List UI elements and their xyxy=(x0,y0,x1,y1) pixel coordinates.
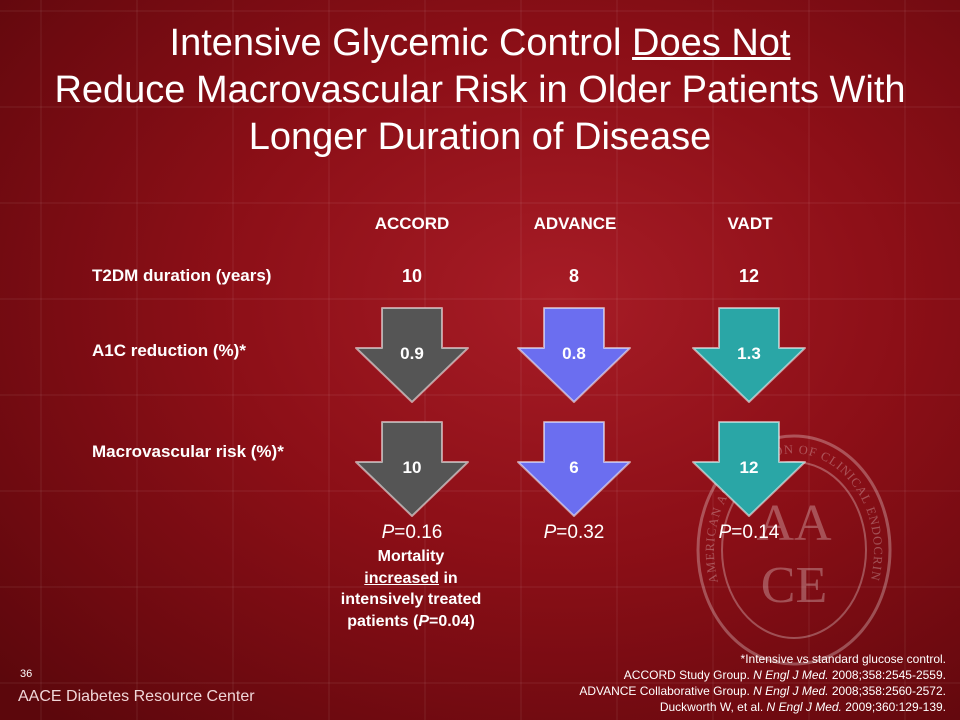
ref-journal: N Engl J Med. xyxy=(753,668,829,682)
mortality-p-label: P xyxy=(418,612,429,630)
row-label-a1c: A1C reduction (%)* xyxy=(92,341,246,360)
ref-author: ACCORD Study Group. xyxy=(623,668,754,682)
ref-citation: 2008;358:2560-2572. xyxy=(828,684,946,698)
down-arrow-icon xyxy=(692,307,806,403)
footnotes: *Intensive vs standard glucose control. … xyxy=(579,651,946,715)
p-label: P xyxy=(543,522,557,543)
row-label-duration: T2DM duration (years) xyxy=(92,266,272,285)
p-number: =0.32 xyxy=(556,522,605,543)
reference-vadt: Duckworth W, et al. N Engl J Med. 2009;3… xyxy=(579,699,946,715)
duration-vadt: 12 xyxy=(738,266,760,286)
slide-title: Intensive Glycemic Control Does Not Redu… xyxy=(40,20,920,161)
p-number: =0.14 xyxy=(731,522,780,543)
reference-accord: ACCORD Study Group. N Engl J Med. 2008;3… xyxy=(579,667,946,683)
arrow-a1c-advance: 0.8 xyxy=(514,304,634,404)
macro-value-advance: 6 xyxy=(569,458,579,477)
mortality-p-value: =0.04) xyxy=(428,612,475,630)
p-number: =0.16 xyxy=(394,522,443,543)
a1c-value-accord: 0.9 xyxy=(400,344,424,363)
down-arrow-icon xyxy=(517,307,631,403)
row-label-macro: Macrovascular risk (%)* xyxy=(92,442,284,461)
arrow-macro-accord: 10 xyxy=(352,418,472,518)
ref-journal: N Engl J Med. xyxy=(753,684,829,698)
title-part-2: Reduce Macrovascular Risk in Older Patie… xyxy=(54,69,906,158)
p-value-accord: P=0.16 xyxy=(342,522,482,544)
p-label: P xyxy=(718,522,732,543)
ref-journal: N Engl J Med. xyxy=(766,700,842,714)
down-arrow-icon xyxy=(355,421,469,517)
duration-accord: 10 xyxy=(401,266,423,286)
macro-value-vadt: 12 xyxy=(739,458,759,477)
footer-brand: AACE Diabetes Resource Center xyxy=(18,688,255,705)
seal-letters-top: AA xyxy=(756,495,832,552)
mortality-line: Mortality xyxy=(377,548,445,565)
seal-letters-bottom: CE xyxy=(761,557,827,614)
ref-author: ADVANCE Collaborative Group. xyxy=(579,684,754,698)
p-value-vadt: P=0.14 xyxy=(679,522,819,544)
down-arrow-icon xyxy=(692,421,806,517)
mortality-note: Mortality increased in intensively treat… xyxy=(336,546,486,632)
arrow-a1c-accord: 0.9 xyxy=(352,304,472,404)
down-arrow-icon xyxy=(517,421,631,517)
down-arrow-icon xyxy=(355,307,469,403)
col-header-vadt: VADT xyxy=(727,214,773,233)
p-value-advance: P=0.32 xyxy=(504,522,644,544)
a1c-value-vadt: 1.3 xyxy=(737,344,761,363)
arrow-macro-vadt: 12 xyxy=(689,418,809,518)
mortality-rest: in intensively treated patients ( xyxy=(340,569,482,630)
p-label: P xyxy=(381,522,395,543)
footnote-intro: *Intensive vs standard glucose control. xyxy=(740,652,946,666)
slide-number: 36 xyxy=(20,668,33,680)
col-header-accord: ACCORD xyxy=(374,214,450,233)
arrow-a1c-vadt: 1.3 xyxy=(689,304,809,404)
ref-citation: 2009;360:129-139. xyxy=(841,700,946,714)
reference-advance: ADVANCE Collaborative Group. N Engl J Me… xyxy=(579,683,946,699)
a1c-value-advance: 0.8 xyxy=(562,344,586,363)
arrow-macro-advance: 6 xyxy=(514,418,634,518)
duration-advance: 8 xyxy=(568,266,579,286)
ref-citation: 2008;358:2545-2559. xyxy=(828,668,946,682)
macro-value-accord: 10 xyxy=(402,458,422,477)
col-header-advance: ADVANCE xyxy=(533,214,617,233)
mortality-increased: increased xyxy=(364,569,440,587)
title-part-1: Intensive Glycemic Control xyxy=(169,22,633,64)
title-emphasis: Does Not xyxy=(632,22,791,64)
ref-author: Duckworth W, et al. xyxy=(659,700,767,714)
